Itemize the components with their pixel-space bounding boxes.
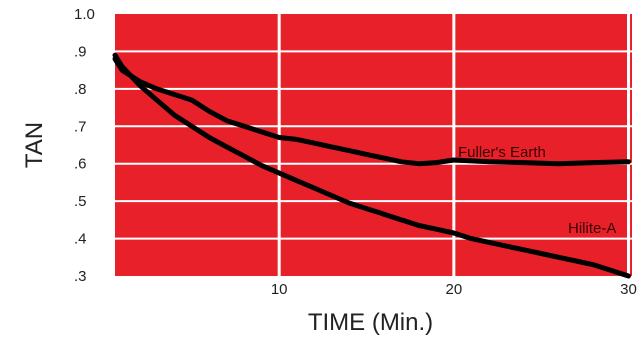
series-line-hilite-a bbox=[112, 52, 631, 279]
series-label-hilite-a: Hilite-A bbox=[568, 220, 616, 237]
y-tick-label: .8 bbox=[74, 81, 87, 98]
x-tick-label: 20 bbox=[446, 281, 463, 298]
series-label-fullers-earth: Fuller's Earth bbox=[458, 144, 546, 161]
y-tick-label: .9 bbox=[74, 43, 87, 60]
y-tick-label: .4 bbox=[74, 231, 87, 248]
x-tick-label: 30 bbox=[620, 281, 637, 298]
series-lines bbox=[112, 52, 631, 279]
y-tick-label: .5 bbox=[74, 193, 87, 210]
x-axis-title: TIME (Min.) bbox=[308, 309, 433, 336]
y-tick-label: 1.0 bbox=[74, 6, 95, 23]
y-tick-label: .3 bbox=[74, 268, 87, 285]
series-line-fullers-earth bbox=[112, 56, 631, 167]
x-axis-ticks: 10 20 30 bbox=[271, 281, 637, 298]
y-axis-title: TAN bbox=[21, 122, 48, 168]
gridlines bbox=[115, 14, 632, 276]
y-tick-label: .7 bbox=[74, 118, 87, 135]
y-tick-label: .6 bbox=[74, 156, 87, 173]
x-tick-label: 10 bbox=[271, 281, 288, 298]
y-axis-ticks: 1.0 .9 .8 .7 .6 .5 .4 .3 bbox=[74, 6, 95, 285]
plot-area bbox=[115, 14, 632, 276]
